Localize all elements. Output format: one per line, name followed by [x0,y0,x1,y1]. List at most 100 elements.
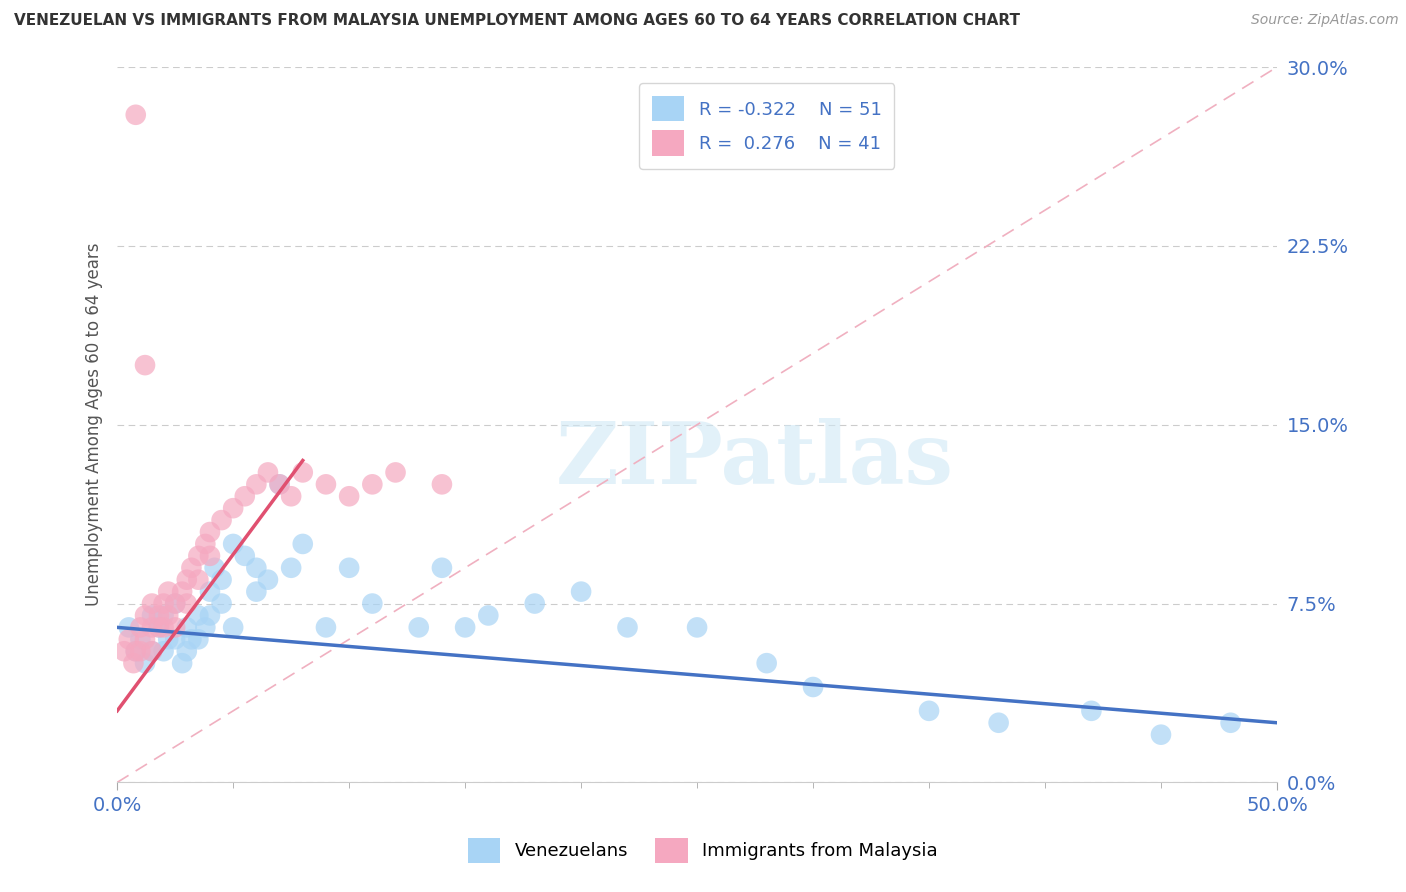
Point [152,644,174,658]
Point [129,620,152,634]
Point [337,489,360,503]
Point [152,608,174,623]
Point [384,466,406,480]
Point [129,644,152,658]
Point [280,489,302,503]
Point [125,644,148,658]
Point [198,524,221,539]
Point [245,477,267,491]
Point [125,644,148,658]
Point [245,561,267,575]
Point [315,620,337,634]
Point [918,704,941,718]
Point [194,537,217,551]
Point [180,561,202,575]
Point [148,608,170,623]
Point [280,561,302,575]
Point [233,489,256,503]
Point [134,632,156,647]
Point [1219,715,1241,730]
Legend: R = -0.322    N = 51, R =  0.276    N = 41: R = -0.322 N = 51, R = 0.276 N = 41 [640,83,894,169]
Text: VENEZUELAN VS IMMIGRANTS FROM MALAYSIA UNEMPLOYMENT AMONG AGES 60 TO 64 YEARS CO: VENEZUELAN VS IMMIGRANTS FROM MALAYSIA U… [14,13,1021,29]
Text: ZIPatlas: ZIPatlas [555,418,955,502]
Point [157,608,180,623]
Point [430,561,453,575]
Point [257,466,280,480]
Point [148,620,170,634]
Point [176,597,198,611]
Point [176,620,198,634]
Point [112,644,135,658]
Point [337,561,360,575]
Point [430,477,453,491]
Point [180,632,202,647]
Point [122,656,145,670]
Point [165,620,187,634]
Point [755,656,778,670]
Point [616,620,638,634]
Y-axis label: Unemployment Among Ages 60 to 64 years: Unemployment Among Ages 60 to 64 years [86,243,103,607]
Point [134,656,156,670]
Point [141,644,163,658]
Point [211,573,233,587]
Point [152,620,174,634]
Point [222,501,245,516]
Point [211,597,233,611]
Point [187,549,209,563]
Point [257,573,280,587]
Point [222,537,245,551]
Point [194,620,217,634]
Point [477,608,499,623]
Point [129,632,152,647]
Point [1150,728,1173,742]
Point [454,620,477,634]
Point [686,620,709,634]
Point [157,632,180,647]
Point [291,537,314,551]
Point [187,573,209,587]
Point [134,608,156,623]
Point [118,620,141,634]
Point [187,632,209,647]
Point [523,597,546,611]
Point [165,632,187,647]
Point [148,620,170,634]
Point [125,108,148,122]
Point [361,597,384,611]
Point [165,597,187,611]
Point [141,644,163,658]
Point [198,584,221,599]
Point [198,608,221,623]
Point [152,597,174,611]
Point [569,584,592,599]
Point [269,477,291,491]
Point [1080,704,1102,718]
Point [187,608,209,623]
Point [176,573,198,587]
Point [291,466,314,480]
Point [222,620,245,634]
Point [141,597,163,611]
Point [987,715,1010,730]
Point [198,549,221,563]
Point [172,584,194,599]
Point [176,644,198,658]
Point [245,584,267,599]
Point [801,680,824,694]
Point [269,477,291,491]
Point [211,513,233,527]
Text: Source: ZipAtlas.com: Source: ZipAtlas.com [1251,13,1399,28]
Point [165,597,187,611]
Point [204,561,226,575]
Point [157,584,180,599]
Point [172,656,194,670]
Point [141,608,163,623]
Point [118,632,141,647]
Point [361,477,384,491]
Point [315,477,337,491]
Legend: Venezuelans, Immigrants from Malaysia: Venezuelans, Immigrants from Malaysia [457,827,949,874]
Point [233,549,256,563]
Point [134,358,156,372]
Point [408,620,430,634]
Point [141,620,163,634]
